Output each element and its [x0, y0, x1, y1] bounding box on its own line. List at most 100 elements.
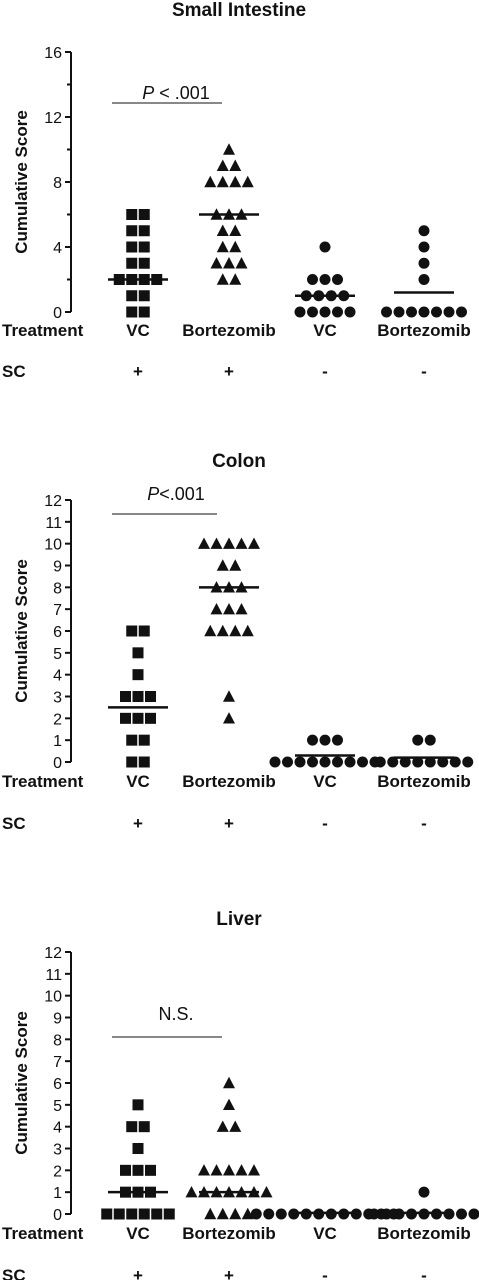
- data-point: [387, 756, 399, 768]
- treatment-label: VC: [126, 772, 150, 791]
- data-point: [138, 1208, 150, 1220]
- y-tick-label: 11: [45, 515, 62, 532]
- y-tick-label: 4: [53, 668, 62, 685]
- data-point: [412, 756, 424, 768]
- sc-row-label: SC: [2, 1266, 26, 1280]
- data-point: [126, 257, 138, 269]
- sc-label: -: [421, 814, 427, 833]
- data-point: [294, 756, 306, 768]
- group-1: VC +: [101, 1099, 175, 1280]
- sc-label: +: [224, 814, 234, 833]
- data-point: [319, 734, 331, 746]
- data-point: [418, 225, 430, 237]
- data-point: [223, 1098, 235, 1111]
- treatment-label: VC: [126, 321, 150, 340]
- group-4: Bortezomib -: [368, 1186, 479, 1280]
- data-point: [138, 241, 150, 253]
- y-axis-label: Cumulative Score: [12, 1011, 31, 1155]
- data-point: [406, 306, 417, 318]
- data-point: [468, 1208, 479, 1220]
- data-point: [241, 175, 254, 188]
- group-4: Bortezomib -: [377, 225, 471, 381]
- data-point: [120, 691, 131, 702]
- data-point: [229, 559, 242, 571]
- data-point: [126, 290, 138, 302]
- data-point: [319, 274, 331, 285]
- data-point: [381, 306, 392, 318]
- data-point: [210, 537, 223, 549]
- data-point: [132, 1143, 144, 1154]
- y-tick-label: 7: [53, 1054, 62, 1071]
- y-tick-label: 16: [44, 45, 62, 62]
- data-point: [216, 624, 229, 637]
- group-4: Bortezomib -: [374, 734, 474, 833]
- data-point: [241, 624, 254, 637]
- data-point: [235, 602, 248, 615]
- y-tick-label: 9: [53, 559, 62, 576]
- data-point: [294, 306, 306, 318]
- data-point: [138, 1121, 150, 1133]
- data-point: [126, 241, 138, 253]
- data-point: [235, 1164, 248, 1176]
- data-point: [126, 1208, 138, 1220]
- data-point: [269, 756, 281, 768]
- data-point: [132, 669, 144, 681]
- y-axis-label: Cumulative Score: [12, 110, 31, 254]
- data-point: [204, 175, 217, 188]
- chart-title: Liver: [216, 909, 262, 930]
- data-point: [138, 625, 150, 637]
- y-tick-label: 1: [53, 733, 62, 750]
- group-1: VC +: [108, 625, 168, 833]
- data-point: [216, 175, 229, 188]
- data-point: [229, 159, 242, 171]
- y-tick-label: 8: [53, 1032, 62, 1049]
- significance-label: P < .001: [142, 83, 210, 103]
- data-point: [126, 734, 138, 746]
- data-point: [126, 306, 138, 318]
- sc-label: +: [224, 362, 234, 381]
- data-point: [138, 756, 150, 768]
- treatment-row-label: Treatment: [2, 321, 84, 340]
- data-point: [126, 625, 138, 637]
- data-point: [307, 756, 318, 768]
- data-point: [418, 306, 430, 318]
- group-2: Bortezomib +: [182, 143, 276, 381]
- data-point: [132, 1099, 144, 1111]
- data-point: [418, 274, 430, 285]
- sc-label: -: [421, 362, 427, 381]
- data-point: [101, 1208, 113, 1220]
- data-point: [229, 240, 242, 253]
- data-point: [223, 690, 235, 702]
- data-point: [216, 1207, 229, 1220]
- data-point: [235, 537, 248, 549]
- data-point: [163, 1208, 175, 1220]
- data-point: [288, 1208, 300, 1220]
- treatment-row-label: Treatment: [2, 1224, 84, 1243]
- data-point: [223, 1076, 235, 1089]
- data-point: [235, 257, 248, 269]
- data-point: [431, 306, 442, 318]
- y-tick-label: 8: [53, 175, 62, 192]
- data-point: [374, 756, 386, 768]
- treatment-label: Bortezomib: [182, 772, 276, 791]
- treatment-label: Bortezomib: [377, 772, 471, 791]
- data-point: [138, 306, 150, 318]
- data-point: [250, 1208, 262, 1220]
- group-2: Bortezomib +: [182, 1076, 276, 1280]
- data-point: [241, 1207, 254, 1220]
- data-point: [229, 624, 242, 637]
- treatment-label: VC: [126, 1224, 150, 1243]
- data-point: [307, 274, 318, 285]
- data-point: [120, 1164, 131, 1176]
- y-tick-label: 3: [53, 1142, 62, 1159]
- data-point: [113, 1208, 125, 1220]
- data-point: [424, 734, 436, 746]
- group-2: Bortezomib +: [182, 537, 276, 833]
- data-point: [138, 225, 150, 237]
- treatment-label: Bortezomib: [182, 1224, 276, 1243]
- data-point: [204, 1207, 217, 1220]
- data-point: [138, 257, 150, 269]
- data-point: [424, 756, 436, 768]
